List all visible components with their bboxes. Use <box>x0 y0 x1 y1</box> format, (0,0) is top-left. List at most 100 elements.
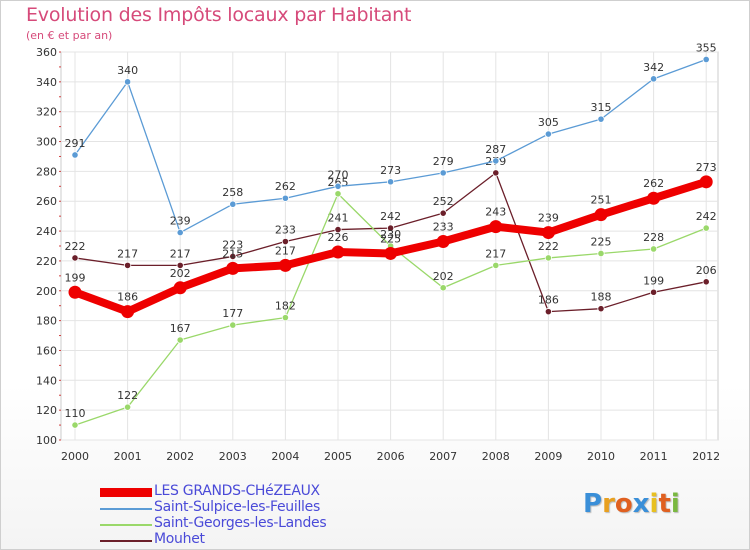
data-label: 239 <box>538 212 559 225</box>
y-tick-label: 340 <box>36 76 57 89</box>
x-tick-label: 2007 <box>429 450 457 463</box>
legend-swatch <box>100 540 152 542</box>
data-label: 243 <box>485 206 506 219</box>
chart-title: Evolution des Impôts locaux par Habitant <box>26 4 412 26</box>
data-label: 222 <box>65 240 86 253</box>
y-tick-label: 120 <box>36 404 57 417</box>
data-label: 273 <box>696 161 717 174</box>
data-point <box>71 421 79 429</box>
data-point <box>229 252 237 261</box>
data-label: 222 <box>538 240 559 253</box>
logo-letter: r <box>602 489 615 519</box>
data-label: 315 <box>591 101 612 114</box>
data-label: 223 <box>222 238 243 251</box>
y-tick-label: 240 <box>36 225 57 238</box>
chart-subtitle: (en € et par an) <box>26 29 113 42</box>
logo-letter: i <box>670 489 680 519</box>
data-point <box>176 261 184 269</box>
data-label: 177 <box>222 307 243 320</box>
data-label: 217 <box>275 244 296 257</box>
y-tick-label: 360 <box>36 46 57 59</box>
data-label: 287 <box>485 143 506 156</box>
data-label: 273 <box>380 164 401 177</box>
data-label: 342 <box>643 61 664 74</box>
data-label: 199 <box>65 271 86 284</box>
data-label: 217 <box>117 247 138 260</box>
data-label: 262 <box>275 180 296 193</box>
legend-swatch <box>100 508 152 510</box>
legend-label: Saint-Sulpice-les-Feuilles <box>154 499 320 515</box>
logo-letter: o <box>614 489 633 519</box>
x-tick-label: 2001 <box>114 450 142 463</box>
data-point <box>492 157 500 165</box>
data-point <box>647 191 661 205</box>
data-point <box>492 261 500 269</box>
data-label: 217 <box>485 247 506 260</box>
y-tick-label: 320 <box>36 106 57 119</box>
x-tick-label: 2009 <box>534 450 562 463</box>
x-tick-label: 2006 <box>377 450 405 463</box>
data-point <box>281 194 289 202</box>
legend-swatch <box>100 524 152 526</box>
data-point <box>71 254 79 262</box>
data-label: 110 <box>65 407 86 420</box>
data-point <box>649 245 658 253</box>
y-tick-label: 280 <box>36 165 57 178</box>
data-point <box>334 190 342 198</box>
data-point <box>334 182 342 190</box>
logo-letter: P <box>583 489 603 519</box>
data-label: 215 <box>222 247 243 260</box>
data-label: 225 <box>380 232 401 245</box>
data-label: 230 <box>380 228 401 241</box>
data-label: 242 <box>696 210 717 223</box>
y-tick-label: 160 <box>36 344 57 357</box>
data-point <box>176 228 184 237</box>
data-point <box>173 281 187 295</box>
data-point <box>492 169 500 177</box>
data-point <box>649 288 658 296</box>
data-point <box>702 278 710 286</box>
x-tick-label: 2002 <box>166 450 194 463</box>
x-tick-label: 2004 <box>271 450 299 463</box>
data-point <box>176 336 184 344</box>
data-label: 291 <box>65 137 86 150</box>
y-tick-label: 260 <box>36 195 57 208</box>
data-point <box>544 254 553 262</box>
data-point <box>699 175 713 189</box>
x-tick-label: 2005 <box>324 450 352 463</box>
data-point <box>226 261 240 275</box>
data-point <box>439 169 447 177</box>
data-label: 251 <box>591 194 612 207</box>
data-point <box>281 237 289 246</box>
data-point <box>541 226 555 240</box>
data-point <box>281 314 289 322</box>
data-point <box>649 75 658 83</box>
x-tick-label: 2000 <box>61 450 89 463</box>
data-point <box>544 130 553 138</box>
legend-label: LES GRANDS-CHéZEAUX <box>154 483 320 499</box>
data-label: 226 <box>328 231 349 244</box>
data-point <box>68 285 82 299</box>
data-point <box>439 284 447 292</box>
data-label: 225 <box>591 235 612 248</box>
data-point <box>124 403 132 411</box>
legend-label: Mouhet <box>154 531 205 547</box>
x-tick-label: 2008 <box>482 450 510 463</box>
data-label: 186 <box>538 294 559 307</box>
data-label: 239 <box>170 215 191 228</box>
data-label: 182 <box>275 300 296 313</box>
data-label: 228 <box>643 231 664 244</box>
data-label: 188 <box>591 291 612 304</box>
data-point <box>597 249 605 258</box>
y-tick-label: 140 <box>36 374 57 387</box>
data-label: 233 <box>275 224 296 237</box>
data-label: 340 <box>117 64 138 77</box>
data-label: 206 <box>696 264 717 277</box>
data-label: 252 <box>433 195 454 208</box>
data-point <box>331 245 345 259</box>
y-tick-label: 300 <box>36 136 57 149</box>
data-point <box>489 220 503 234</box>
data-label: 258 <box>222 186 243 199</box>
data-label: 122 <box>117 389 138 402</box>
